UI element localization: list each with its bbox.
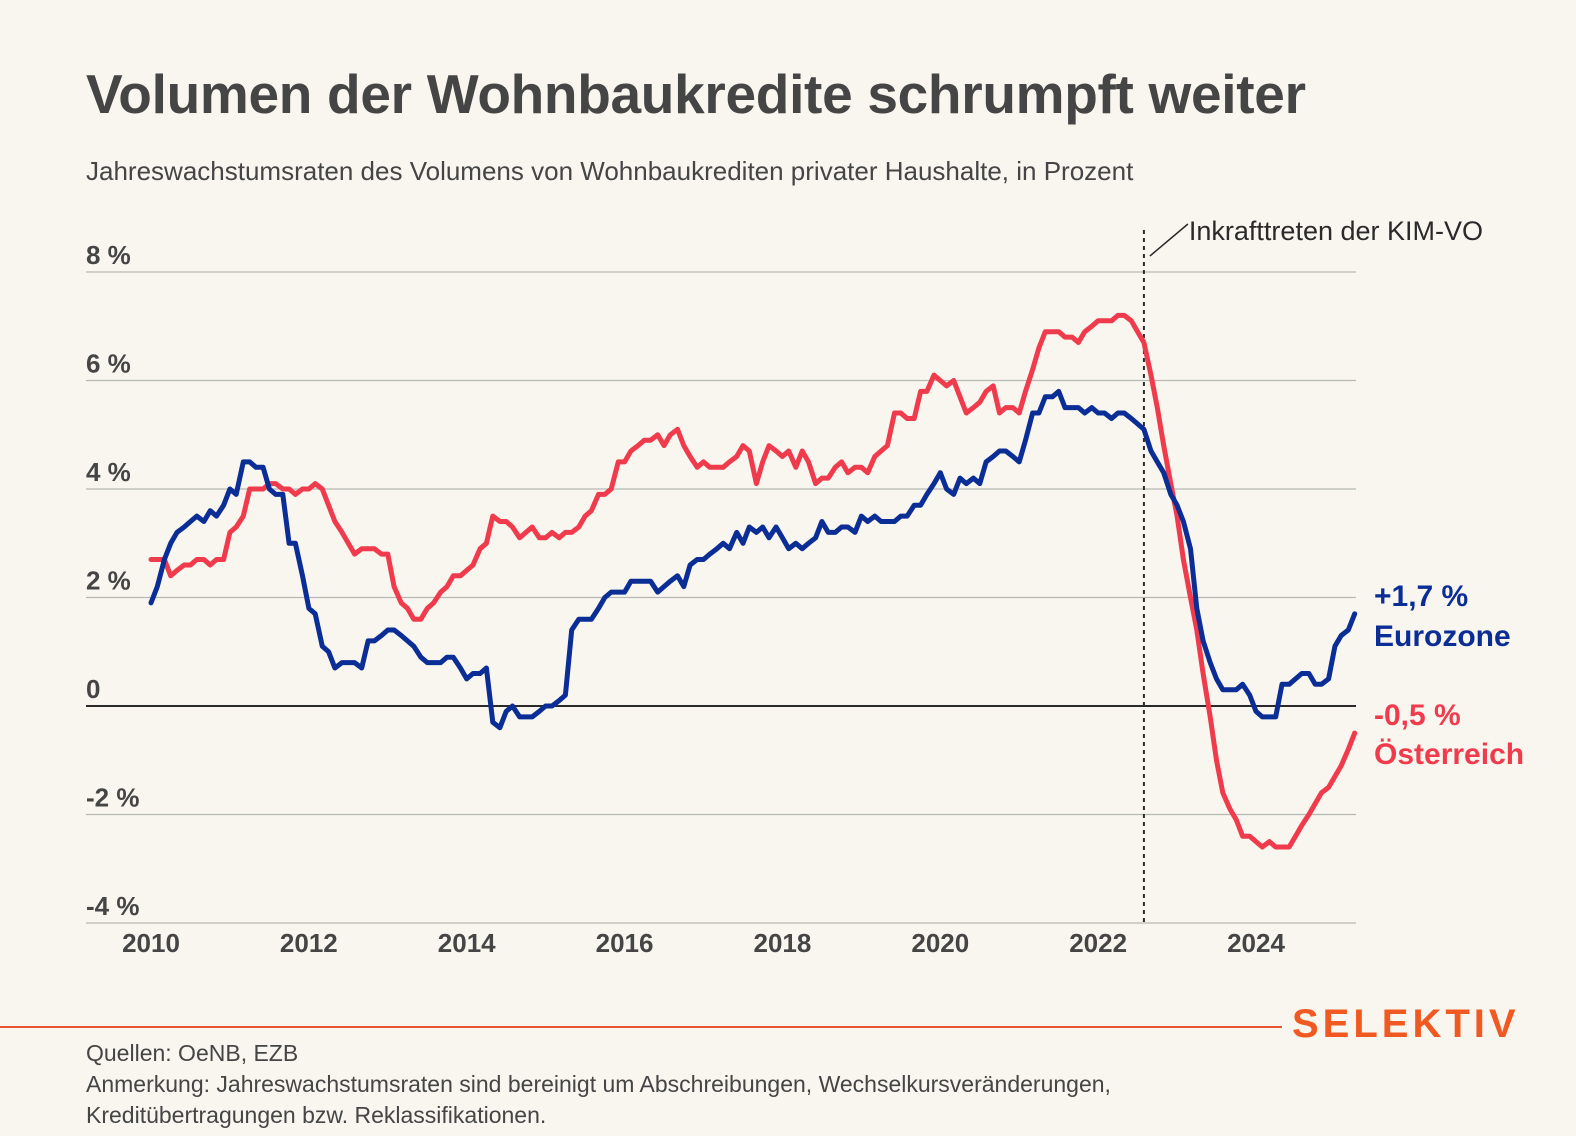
x-tick-label: 2012: [280, 928, 338, 958]
footer-divider: [0, 1026, 1282, 1028]
series-name-eurozone: Eurozone: [1374, 620, 1511, 653]
series-line-oesterreich: [148, 312, 1358, 850]
note-line-2: Kreditübertragungen bzw. Reklassifikatio…: [86, 1102, 547, 1128]
series-lines: [148, 312, 1358, 850]
chart-subtitle: Jahreswachstumsraten des Volumens von Wo…: [86, 156, 1134, 186]
line-chart: -4 %-2 %02 %4 %6 %8 % 2010 2012 2014 2016 20…: [86, 216, 1524, 958]
x-tick-label: 2014: [438, 928, 496, 958]
x-tick-label: 2020: [911, 928, 969, 958]
x-tick-label: 2016: [596, 928, 654, 958]
annotation-leader: [1149, 223, 1189, 257]
series-line-eurozone: [148, 388, 1358, 731]
y-tick-label: -4 %: [86, 891, 139, 921]
series-name-oesterreich: Österreich: [1374, 738, 1524, 771]
annotation-label: Inkrafttreten der KIM-VO: [1189, 216, 1483, 246]
x-tick-label: 2024: [1227, 928, 1285, 958]
sources-text: Quellen: OeNB, EZB: [86, 1040, 299, 1066]
footer-notes: Quellen: OeNB, EZB Anmerkung: Jahreswach…: [86, 1038, 1111, 1131]
note-line-1: Anmerkung: Jahreswachstumsraten sind ber…: [86, 1071, 1111, 1097]
grid-lines: [86, 271, 1356, 924]
series-end-labels: +1,7 % Eurozone -0,5 % Österreich: [1374, 580, 1524, 771]
y-tick-label: 6 %: [86, 349, 131, 379]
end-value-eurozone: +1,7 %: [1374, 580, 1468, 613]
x-tick-label: 2022: [1069, 928, 1127, 958]
brand-logo: SELEKTIV: [1292, 1002, 1520, 1046]
y-axis: -4 % -2 % 0 2 % 4 % 6 % 8 %: [86, 240, 139, 921]
end-value-oesterreich: -0,5 %: [1374, 699, 1461, 732]
x-axis: 2010 2012 2014 2016 2018 2020 2022 2024: [122, 928, 1285, 958]
chart-title: Volumen der Wohnbaukredite schrumpft wei…: [86, 63, 1306, 125]
x-tick-label: 2018: [754, 928, 812, 958]
y-tick-label: 8 %: [86, 240, 131, 270]
y-tick-label: 0: [86, 674, 100, 704]
y-tick-label: -2 %: [86, 783, 139, 813]
x-tick-label: 2010: [122, 928, 180, 958]
y-tick-label: 4 %: [86, 457, 131, 487]
y-tick-label: 2 %: [86, 566, 131, 596]
